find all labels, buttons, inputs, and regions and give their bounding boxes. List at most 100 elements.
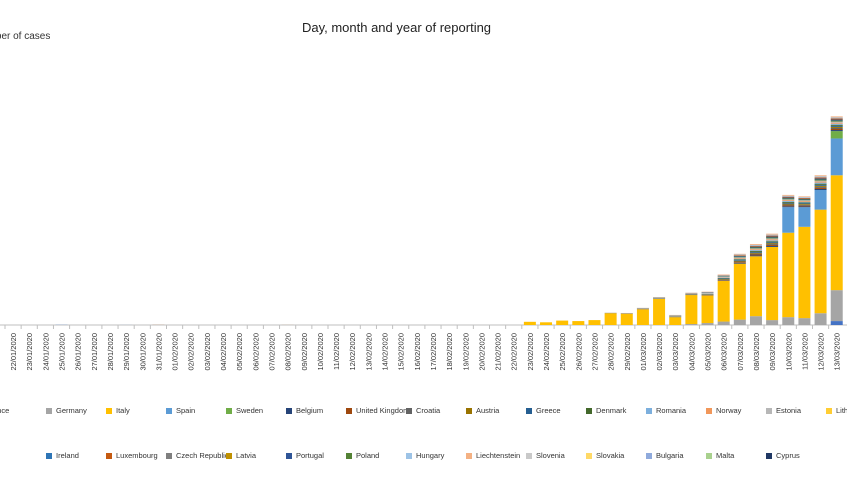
x-tick-label: 23/01/2020 (25, 333, 34, 371)
bar-segment (749, 254, 762, 256)
legend-item: Italy (106, 406, 130, 415)
bar-segment (814, 177, 827, 179)
bar-segment (540, 322, 553, 325)
bar-segment (733, 256, 746, 258)
bar-segment (685, 324, 698, 325)
bar-segment (766, 237, 779, 239)
bar-segment (814, 176, 827, 178)
bar-segment (766, 246, 779, 321)
x-tick-label: 25/01/2020 (58, 333, 67, 371)
x-tick-label: 07/03/2020 (736, 333, 745, 371)
legend-item: Lithu (826, 406, 847, 415)
bar-segment (766, 238, 779, 240)
bar-segment (830, 119, 843, 121)
bar-segment (798, 201, 811, 203)
legend-label: Czech Republic (176, 451, 229, 460)
bar-segment (588, 320, 601, 325)
bar-segment (523, 321, 536, 325)
legend-swatch (766, 407, 772, 414)
x-tick-label: 10/03/2020 (784, 333, 793, 371)
bar-segment (604, 313, 617, 325)
bar-segment (733, 255, 746, 257)
legend-item: United Kingdom (346, 406, 409, 415)
bar-segment (749, 253, 762, 255)
x-tick-label: 05/02/2020 (235, 333, 244, 371)
x-tick-label: 15/02/2020 (397, 333, 406, 371)
legend-label: Hungary (416, 451, 445, 460)
bar-segment (830, 175, 843, 291)
legend-swatch (466, 452, 472, 459)
legend-label: Ireland (56, 451, 79, 460)
bar-segment (782, 196, 795, 198)
legend-item: Estonia (766, 406, 801, 415)
bar-segment (830, 128, 843, 131)
legend-label: Malta (716, 451, 735, 460)
bar-segment (766, 234, 779, 236)
x-tick-label: 04/02/2020 (219, 333, 228, 371)
bar-segment (636, 309, 649, 325)
bar-segment (782, 197, 795, 199)
x-tick-label: 01/02/2020 (171, 333, 180, 371)
legend-item: Hungary (406, 451, 444, 460)
bar-segment (766, 240, 779, 242)
bar-segment (620, 313, 633, 325)
bar-segment (814, 180, 827, 182)
legend-item: Belgium (286, 406, 323, 415)
bar-segment (749, 250, 762, 252)
bar-segment (733, 262, 746, 263)
bar-segment (830, 120, 843, 122)
bar-segment (782, 203, 795, 205)
bar-segment (814, 181, 827, 183)
x-tick-label: 31/01/2020 (154, 333, 163, 371)
bar-segment (766, 235, 779, 237)
bar-segment (830, 125, 843, 127)
legend-label: United Kingdom (356, 406, 410, 415)
bar-segment (798, 196, 811, 198)
legend-item: Portugal (286, 451, 324, 460)
legend-item: Luxembourg (106, 451, 158, 460)
bar-segment (782, 204, 795, 206)
bar-segment (782, 201, 795, 203)
bar-segment (830, 117, 843, 119)
legend-item: Norway (706, 406, 741, 415)
x-tick-label: 06/03/2020 (720, 333, 729, 371)
x-tick-label: 10/02/2020 (316, 333, 325, 371)
legend-label: Croatia (416, 406, 441, 415)
legend-label: Austria (476, 406, 500, 415)
bar-segment (749, 249, 762, 251)
bar-segment (733, 254, 746, 256)
bar-segment (717, 280, 730, 322)
x-tick-label: 12/02/2020 (348, 333, 357, 371)
bar-segment (830, 126, 843, 128)
bar-segment (830, 138, 843, 176)
legend-item: Latvia (226, 451, 256, 460)
x-tick-label: 02/03/2020 (655, 333, 664, 371)
x-tick-label: 13/02/2020 (364, 333, 373, 371)
x-tick-label: 24/02/2020 (542, 333, 551, 371)
legend-swatch (346, 452, 352, 459)
x-tick-label: 19/02/2020 (461, 333, 470, 371)
legend-swatch (406, 407, 412, 414)
bar-segment (701, 295, 714, 324)
bar-segment (814, 183, 827, 185)
legend-swatch (46, 452, 52, 459)
bar-segment (733, 262, 746, 264)
legend-item: Czech Republic (166, 451, 229, 460)
legend-swatch (106, 452, 112, 459)
legend-label: Lithu (836, 406, 847, 415)
x-tick-label: 27/01/2020 (90, 333, 99, 371)
x-tick-label: 18/02/2020 (445, 333, 454, 371)
legend-label: Greece (536, 406, 561, 415)
x-tick-label: 22/01/2020 (9, 333, 18, 371)
bar-segment (782, 232, 795, 318)
legend-swatch (346, 407, 352, 414)
legend-item: Croatia (406, 406, 440, 415)
bar-segment (766, 243, 779, 245)
legend-swatch (526, 452, 532, 459)
bar-segment (717, 321, 730, 325)
bar-segment (749, 252, 762, 254)
legend-item: France (0, 406, 9, 415)
bar-segment (701, 323, 714, 325)
bar-segment (798, 198, 811, 200)
legend-swatch (406, 452, 412, 459)
